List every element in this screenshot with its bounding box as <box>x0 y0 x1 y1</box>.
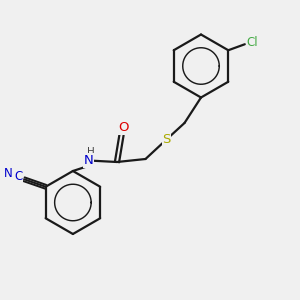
Text: S: S <box>162 133 171 146</box>
Text: N: N <box>84 154 93 167</box>
Text: Cl: Cl <box>247 36 258 49</box>
Text: C: C <box>14 170 23 183</box>
Text: O: O <box>118 121 128 134</box>
Text: H: H <box>87 147 95 157</box>
Text: N: N <box>4 167 13 180</box>
